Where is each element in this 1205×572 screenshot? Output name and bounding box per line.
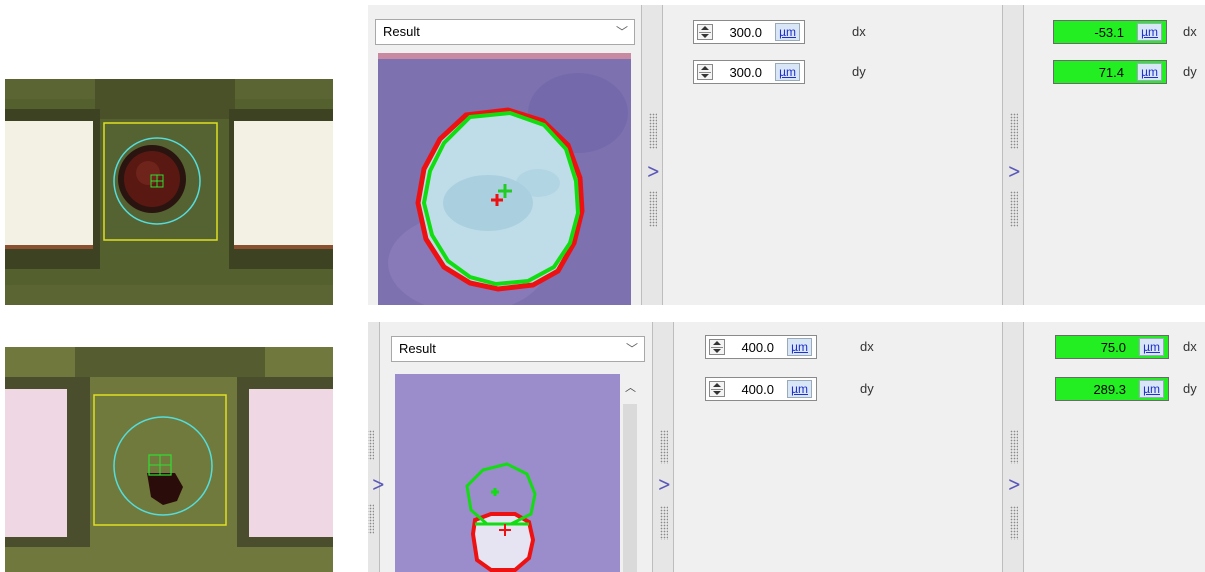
measured-dx-value: 75.0 (1100, 340, 1126, 355)
roi-box (103, 122, 218, 241)
unit-button[interactable]: µm (787, 380, 812, 398)
spin-buttons[interactable] (697, 24, 713, 40)
result-dropdown[interactable]: Result ﹀ (391, 336, 645, 362)
axis-label-dy: dy (1183, 381, 1197, 396)
result-image (378, 53, 631, 305)
chevron-right-icon[interactable]: > (1007, 472, 1022, 496)
offset-dy-value: 300.0 (729, 65, 762, 80)
panel-splitter[interactable]: > (368, 322, 385, 572)
unit-button[interactable]: µm (1139, 338, 1164, 356)
measured-dy-value: 71.4 (1098, 65, 1124, 80)
splitter-grip (660, 506, 668, 540)
camera-image-1 (5, 79, 333, 305)
splitter-grip (649, 113, 657, 149)
axis-label-dy: dy (1183, 64, 1197, 79)
splitter-grip (660, 430, 668, 464)
offset-dy-input[interactable]: 400.0 µm (705, 377, 817, 401)
offset-dx-input[interactable]: 300.0 µm (693, 20, 805, 44)
inspection-panel-1: Result ﹀ > 300.0 µm dx 300.0 µm (368, 5, 1205, 305)
measured-dy-field: 71.4 µm (1053, 60, 1167, 84)
result-dropdown[interactable]: Result ﹀ (375, 19, 635, 45)
axis-label-dy: dy (860, 381, 874, 396)
spin-buttons[interactable] (697, 64, 713, 80)
fiducial-circle (113, 416, 213, 516)
unit-button[interactable]: µm (1139, 380, 1164, 398)
spin-buttons[interactable] (709, 339, 725, 355)
result-dropdown-label: Result (383, 24, 420, 39)
axis-label-dy: dy (852, 64, 866, 79)
splitter-grip (1010, 191, 1018, 227)
chevron-down-icon: ﹀ (615, 25, 628, 39)
unit-button[interactable]: µm (787, 338, 812, 356)
splitter-grip (368, 504, 374, 534)
result-image (395, 374, 620, 572)
vertical-scrollbar[interactable]: ︿ (621, 374, 639, 572)
axis-label-dx: dx (852, 24, 866, 39)
measured-dy-value: 289.3 (1093, 382, 1126, 397)
panel-splitter[interactable]: > (1002, 5, 1024, 305)
camera-image-2 (5, 347, 333, 572)
axis-label-dx: dx (860, 339, 874, 354)
axis-label-dx: dx (1183, 24, 1197, 39)
panel-splitter[interactable]: > (1002, 322, 1024, 572)
chevron-right-icon[interactable]: > (1007, 159, 1022, 183)
unit-button[interactable]: µm (775, 23, 800, 41)
measured-dy-field: 289.3 µm (1055, 377, 1169, 401)
unit-button[interactable]: µm (775, 63, 800, 81)
splitter-grip (1010, 430, 1018, 464)
chevron-right-icon[interactable]: > (371, 472, 386, 496)
measured-dx-value: -53.1 (1094, 25, 1124, 40)
unit-button[interactable]: µm (1137, 23, 1162, 41)
offset-dx-value: 400.0 (741, 340, 774, 355)
splitter-grip (649, 191, 657, 227)
panel-splitter[interactable]: > (652, 322, 674, 572)
panel-splitter[interactable]: > (641, 5, 663, 305)
unit-button[interactable]: µm (1137, 63, 1162, 81)
axis-label-dx: dx (1183, 339, 1197, 354)
result-dropdown-label: Result (399, 341, 436, 356)
measured-dx-field: -53.1 µm (1053, 20, 1167, 44)
roi-box (93, 394, 227, 526)
fiducial-circle (113, 137, 201, 225)
chevron-right-icon[interactable]: > (646, 159, 661, 183)
offset-dy-input[interactable]: 300.0 µm (693, 60, 805, 84)
offset-dx-input[interactable]: 400.0 µm (705, 335, 817, 359)
scroll-up-icon[interactable]: ︿ (625, 382, 636, 394)
offset-dy-value: 400.0 (741, 382, 774, 397)
splitter-grip (1010, 113, 1018, 149)
offset-dx-value: 300.0 (729, 25, 762, 40)
chevron-right-icon[interactable]: > (657, 472, 672, 496)
scrollbar-thumb[interactable] (623, 404, 637, 572)
splitter-grip (1010, 506, 1018, 540)
splitter-grip (368, 430, 374, 460)
chevron-down-icon: ﹀ (625, 342, 638, 356)
spin-buttons[interactable] (709, 381, 725, 397)
inspection-panel-2: > Result ﹀ ︿ > 400.0 µm dx 400.0 (368, 322, 1205, 572)
measured-dx-field: 75.0 µm (1055, 335, 1169, 359)
